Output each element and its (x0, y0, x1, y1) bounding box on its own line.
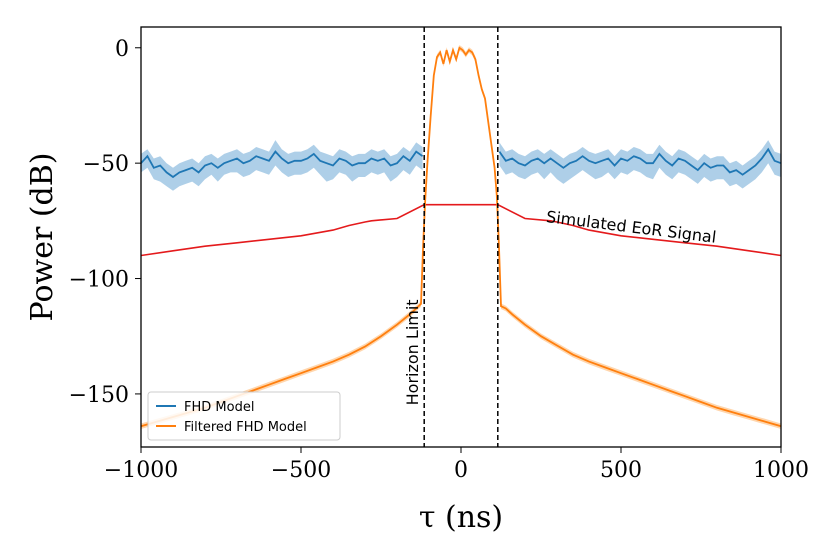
legend-label-0: FHD Model (184, 400, 254, 415)
x-tick-label-4: 1000 (753, 458, 809, 483)
y-tick-label-1: −50 (83, 152, 129, 177)
plot-area (141, 27, 781, 447)
y-tick-label-0: 0 (115, 37, 129, 62)
legend: FHD Model Filtered FHD Model (147, 391, 341, 441)
fhd-model-line-1 (498, 147, 781, 176)
y-tick-label-2: −100 (69, 268, 129, 293)
fhd-model-band-0 (141, 140, 423, 191)
annotation-0: Horizon Limit (403, 299, 422, 405)
x-tick-label-2: 0 (454, 458, 468, 483)
x-tick-label-0: −1000 (104, 458, 178, 483)
eor-signal-line (141, 203, 781, 257)
filtered-fhd-line (141, 46, 781, 428)
x-axis-label: τ (ns) (419, 500, 503, 535)
x-tick-label-3: 500 (600, 458, 642, 483)
legend-box (147, 391, 341, 441)
y-axis-label: Power (dB) (25, 153, 60, 322)
legend-label-1: Filtered FHD Model (184, 420, 307, 435)
fhd-model-band-1 (499, 140, 781, 189)
x-tick-label-1: −500 (271, 458, 331, 483)
annotation-1: Simulated EoR Signal (545, 207, 717, 247)
axis-ticks: −1000 −500 0 500 1000 0 −50 −100 −150 (69, 37, 809, 483)
y-tick-label-3: −150 (69, 383, 129, 408)
fhd-model-line-0 (141, 150, 424, 179)
annotations: Horizon Limit Simulated EoR Signal (403, 207, 717, 405)
